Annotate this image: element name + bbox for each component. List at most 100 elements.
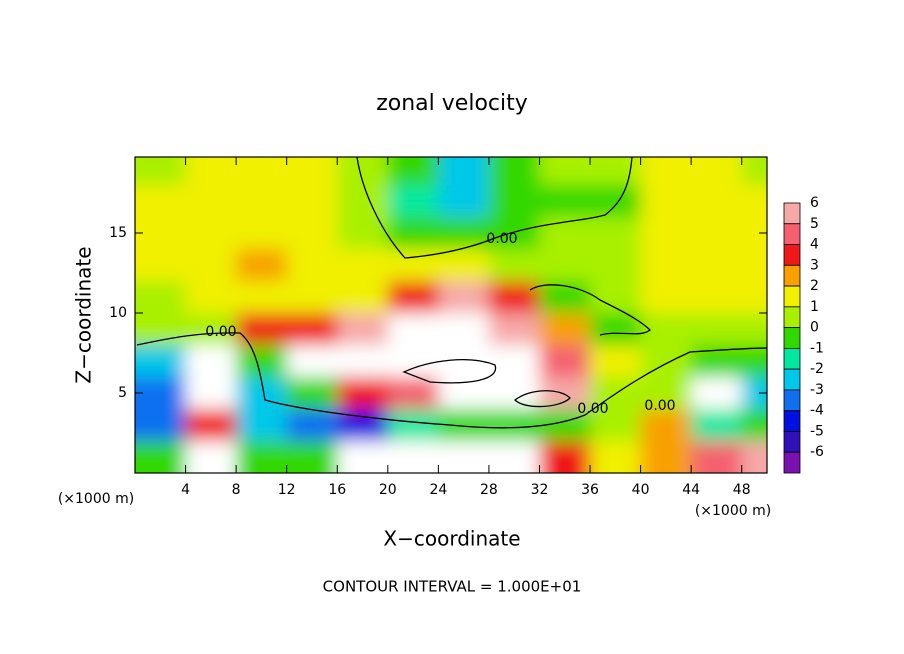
field-cell (236, 185, 288, 218)
colorbar-box (783, 306, 801, 329)
field-cell (185, 345, 237, 378)
field-cell (286, 377, 338, 410)
field-cell (236, 281, 288, 314)
field-cell (741, 409, 767, 442)
field-cell (185, 217, 237, 250)
colorbar-label: 5 (810, 216, 819, 232)
field-cell (387, 441, 439, 473)
field-cell (387, 281, 439, 314)
field-cell (236, 441, 288, 473)
x-tick-label: 16 (328, 482, 346, 498)
field (135, 157, 767, 473)
field-cell (640, 313, 692, 346)
x-tick-label: 28 (480, 482, 498, 498)
colorbar-box (783, 327, 801, 349)
colorbar-box (783, 202, 801, 225)
field-cell (590, 409, 642, 442)
field-cell (387, 185, 439, 218)
colorbar-label: -3 (810, 382, 824, 398)
field-cell (741, 249, 767, 282)
field-cell (387, 217, 439, 250)
field-cell (488, 313, 540, 346)
field-cell (387, 345, 439, 378)
field-cell (337, 249, 389, 282)
field-cell (236, 345, 288, 378)
field-cell (438, 281, 490, 314)
field-cell (590, 157, 642, 186)
field-cell (286, 185, 338, 218)
field-cells (135, 157, 767, 473)
field-cell (135, 441, 187, 473)
colorbar-box (783, 389, 801, 412)
field-cell (640, 249, 692, 282)
field-cell (741, 185, 767, 218)
x-unit-label: (×1000 m) (695, 503, 771, 519)
field-cell (337, 281, 389, 314)
field-cell (640, 217, 692, 250)
field-cell (185, 409, 237, 442)
field-cell (387, 157, 439, 186)
field-cell (286, 157, 338, 186)
field-cell (640, 281, 692, 314)
field-cell (286, 249, 338, 282)
field-cell (185, 313, 237, 346)
colorbar-label: 6 (810, 195, 819, 211)
field-cell (539, 313, 591, 346)
field-cell (488, 441, 540, 473)
field-cell (488, 217, 540, 250)
field-cell (590, 185, 642, 218)
field-cell (438, 217, 490, 250)
field-cell (691, 157, 743, 186)
x-tick-label: 40 (632, 482, 650, 498)
field-cell (337, 217, 389, 250)
field-cell (539, 157, 591, 186)
x-tick-label: 8 (232, 482, 241, 498)
field-cell (135, 185, 187, 218)
field-cell (135, 409, 187, 442)
field-cell (539, 249, 591, 282)
contour-line (402, 359, 497, 384)
field-cell (488, 249, 540, 282)
field-cell (590, 249, 642, 282)
x-tick-label: 24 (429, 482, 447, 498)
field-cell (236, 249, 288, 282)
field-cell (488, 345, 540, 378)
field-cell (590, 313, 642, 346)
colorbar-box (783, 285, 801, 308)
colorbar-box (783, 264, 801, 287)
contour-lines (136, 157, 767, 429)
field-cell (438, 313, 490, 346)
field-cell (691, 217, 743, 250)
colorbar-label: -2 (810, 361, 824, 377)
field-cell (337, 377, 389, 410)
field-cell (488, 281, 540, 314)
field-cell (337, 185, 389, 218)
colorbar-label: -5 (810, 423, 824, 439)
field-cell (691, 281, 743, 314)
colorbar-box (783, 368, 801, 391)
x-axis-label: X−coordinate (383, 527, 520, 551)
field-cell (640, 441, 692, 473)
field-cell (539, 185, 591, 218)
field-cell (286, 313, 338, 346)
field-cell (438, 157, 490, 186)
colorbar-box (783, 223, 801, 245)
x-tick-label: 20 (379, 482, 397, 498)
x-unit-label: (×1000 m) (58, 491, 134, 507)
x-tick-label: 48 (733, 482, 751, 498)
colorbar-label: 0 (810, 320, 819, 336)
field-cell (337, 313, 389, 346)
field-cell (640, 377, 692, 410)
field-cell (691, 409, 743, 442)
field-cell (691, 185, 743, 218)
colorbar-box (783, 451, 801, 474)
field-cell (741, 313, 767, 346)
field-cell (337, 157, 389, 186)
colorbar-label: 4 (810, 237, 819, 253)
field-cell (640, 157, 692, 186)
plot-frame (134, 156, 768, 474)
contour-line (514, 390, 571, 408)
field-cell (337, 441, 389, 473)
